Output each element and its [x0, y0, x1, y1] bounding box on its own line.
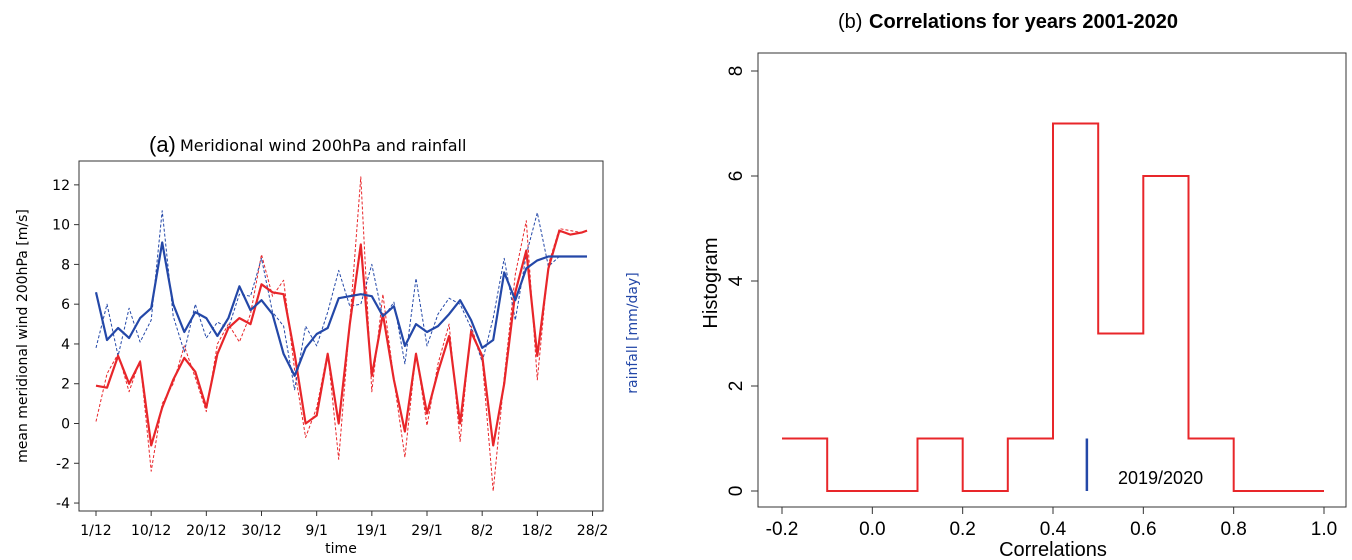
x-tick-label: 8/2: [471, 523, 494, 539]
y-tick-label: 4: [726, 275, 747, 286]
panel-a-y-ticks: -4 -2 0 2 4 6 8 10 12: [52, 178, 79, 512]
wind-solid-line: [95, 229, 588, 447]
y-tick-label: 8: [726, 66, 747, 77]
x-tick-label: 10/12: [131, 523, 171, 539]
panel-b-histogram: [782, 122, 1324, 492]
rainfall-solid-line: [94, 241, 587, 377]
x-tick-label: 0.8: [1220, 519, 1246, 540]
panel-b-x-ticks: -0.2 0.0 0.2 0.4 0.6 0.8 1.0: [766, 507, 1337, 540]
panel-a-plot-frame: [78, 160, 604, 512]
y-tick-label: 0: [61, 417, 70, 433]
y-tick-label: 0: [726, 486, 747, 497]
x-tick-label: 9/1: [305, 523, 328, 539]
panel-a-x-axis-label: time: [325, 541, 357, 557]
panel-b-letter: (b): [838, 11, 862, 33]
marker-label: 2019/2020: [1118, 468, 1203, 488]
panel-a-title: Meridional wind 200hPa and rainfall: [180, 136, 466, 155]
x-tick-label: -0.2: [766, 519, 799, 540]
wind-dashed-line: [95, 176, 588, 492]
x-tick-label: 1/12: [80, 523, 111, 539]
y-tick-label: -4: [56, 496, 70, 512]
panel-b: (b) Correlations for years 2001-2020 0 2 4…: [700, 11, 1347, 560]
y-tick-label: -2: [56, 456, 70, 472]
y-tick-label: 4: [61, 337, 70, 353]
panel-a-y-axis-label: mean meridional wind 200hPa [m/s]: [15, 209, 31, 463]
panel-a-x-ticks: 1/12 10/12 20/12 30/12 9/1 19/1 29/1 8/2 18/2 28/…: [80, 511, 608, 539]
panel-a-letter: (a): [149, 132, 176, 157]
panel-b-y-ticks: 0 2 4 6 8: [726, 66, 758, 497]
x-tick-label: 0.4: [1040, 519, 1067, 540]
panel-b-plot-frame: [757, 52, 1347, 508]
panel-b-title: Correlations for years 2001-2020: [869, 11, 1178, 33]
x-tick-label: 19/1: [356, 523, 387, 539]
panel-a-series: [94, 176, 588, 492]
x-tick-label: 0.6: [1130, 519, 1156, 540]
panel-b-x-axis-label: Correlations: [999, 539, 1107, 560]
y-tick-label: 6: [726, 171, 747, 182]
panel-a: (a) Meridional wind 200hPa and rainfall …: [15, 132, 641, 557]
x-tick-label: 30/12: [241, 523, 281, 539]
panel-b-y-axis-label: Histogram: [700, 237, 722, 328]
panel-a-right-axis-label: rainfall [mm/day]: [625, 272, 641, 394]
y-tick-label: 12: [52, 178, 70, 194]
histogram-step-line: [782, 122, 1324, 492]
y-tick-label: 8: [61, 257, 70, 273]
x-tick-label: 0.2: [949, 519, 975, 540]
x-tick-label: 29/1: [411, 523, 442, 539]
y-tick-label: 6: [61, 297, 70, 313]
y-tick-label: 2: [61, 377, 70, 393]
x-tick-label: 28/2: [577, 523, 608, 539]
y-tick-label: 10: [52, 218, 70, 234]
x-tick-label: 1.0: [1311, 519, 1337, 540]
y-tick-label: 2: [726, 381, 747, 392]
x-tick-label: 0.0: [859, 519, 885, 540]
x-tick-label: 20/12: [186, 523, 226, 539]
x-tick-label: 18/2: [522, 523, 553, 539]
